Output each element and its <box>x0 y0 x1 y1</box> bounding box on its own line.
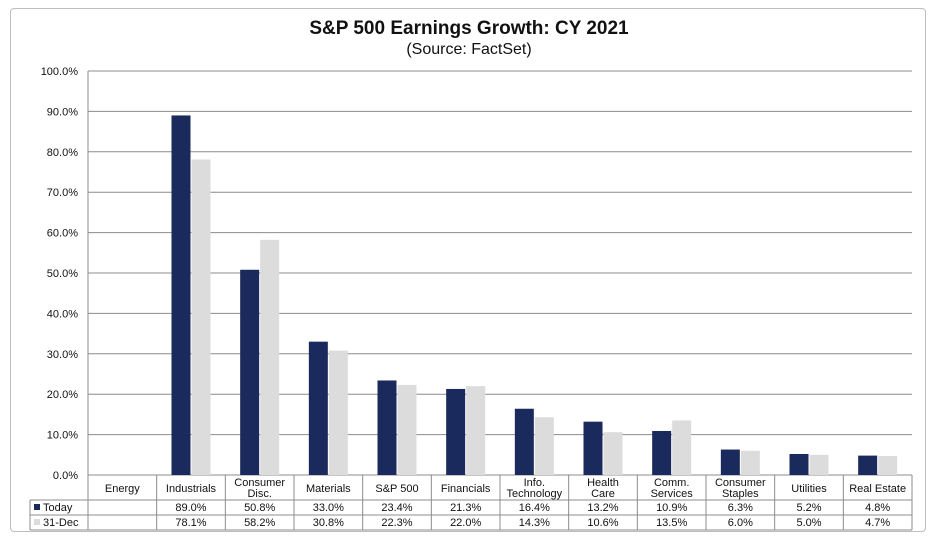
bar-today <box>720 449 740 475</box>
bar-today <box>308 341 328 475</box>
data-label: 78.1% <box>175 517 206 529</box>
data-label: 21.3% <box>450 502 481 514</box>
chart-title: S&P 500 Earnings Growth: CY 2021 <box>309 18 629 39</box>
bar-dec31 <box>260 239 280 475</box>
bar-today <box>514 408 534 475</box>
y-tick-label: 20.0% <box>47 389 78 401</box>
data-label: 50.8% <box>244 502 275 514</box>
data-label: 89.0% <box>175 502 206 514</box>
bar-dec31 <box>397 384 417 475</box>
legend-key-today <box>34 504 40 510</box>
y-tick-label: 70.0% <box>47 187 78 199</box>
bar-today <box>446 388 466 475</box>
category-label: S&P 500 <box>375 483 418 495</box>
bar-today <box>240 269 260 475</box>
data-label: 13.2% <box>587 502 618 514</box>
data-label: 6.0% <box>728 517 753 529</box>
data-label: 13.5% <box>656 517 687 529</box>
bar-today <box>583 421 603 475</box>
data-label: 4.7% <box>865 517 890 529</box>
data-label: 4.8% <box>865 502 890 514</box>
legend-label: 31-Dec <box>43 517 79 529</box>
category-label: Info. Technology <box>507 477 563 500</box>
data-label: 22.3% <box>381 517 412 529</box>
data-label: 33.0% <box>313 502 344 514</box>
bar-today <box>171 115 191 475</box>
data-label: 22.0% <box>450 517 481 529</box>
bar-dec31 <box>534 417 554 475</box>
y-tick-label: 0.0% <box>53 470 78 482</box>
bar-dec31 <box>740 450 760 475</box>
y-tick-label: 90.0% <box>47 106 78 118</box>
bar-dec31 <box>672 420 692 475</box>
bar-dec31 <box>466 386 486 475</box>
category-label: Energy <box>105 483 140 495</box>
legend-key-dec31 <box>34 519 40 525</box>
data-label: 5.2% <box>796 502 821 514</box>
y-tick-label: 10.0% <box>47 430 78 442</box>
data-label: 30.8% <box>313 517 344 529</box>
bar-dec31 <box>809 454 829 475</box>
y-tick-label: 50.0% <box>47 268 78 280</box>
category-label: Consumer Staples <box>715 477 766 500</box>
legend-label: Today <box>43 502 73 514</box>
data-label: 10.9% <box>656 502 687 514</box>
category-label: Real Estate <box>849 483 906 495</box>
bar-today <box>377 380 397 475</box>
data-label: 6.3% <box>728 502 753 514</box>
chart-subtitle: (Source: FactSet) <box>406 41 532 58</box>
category-label: Materials <box>306 483 351 495</box>
category-label: Comm. Services <box>651 477 694 500</box>
data-label: 14.3% <box>519 517 550 529</box>
bar-today <box>652 430 672 475</box>
category-label: Financials <box>441 483 491 495</box>
y-tick-label: 40.0% <box>47 308 78 320</box>
data-label: 5.0% <box>796 517 821 529</box>
category-label: Health Care <box>587 477 619 500</box>
y-tick-label: 60.0% <box>47 228 78 240</box>
data-label: 23.4% <box>381 502 412 514</box>
bar-today <box>858 455 878 475</box>
y-tick-label: 100.0% <box>41 66 79 78</box>
category-label: Industrials <box>166 483 217 495</box>
category-label: Utilities <box>791 483 827 495</box>
data-label: 58.2% <box>244 517 275 529</box>
bar-dec31 <box>603 432 623 475</box>
data-label: 10.6% <box>587 517 618 529</box>
bar-dec31 <box>191 159 211 475</box>
y-tick-label: 80.0% <box>47 147 78 159</box>
bar-dec31 <box>878 456 898 475</box>
bar-today <box>789 453 809 475</box>
y-tick-label: 30.0% <box>47 349 78 361</box>
bar-dec31 <box>328 350 348 475</box>
category-label: Consumer Disc. <box>234 477 285 500</box>
data-label: 16.4% <box>519 502 550 514</box>
